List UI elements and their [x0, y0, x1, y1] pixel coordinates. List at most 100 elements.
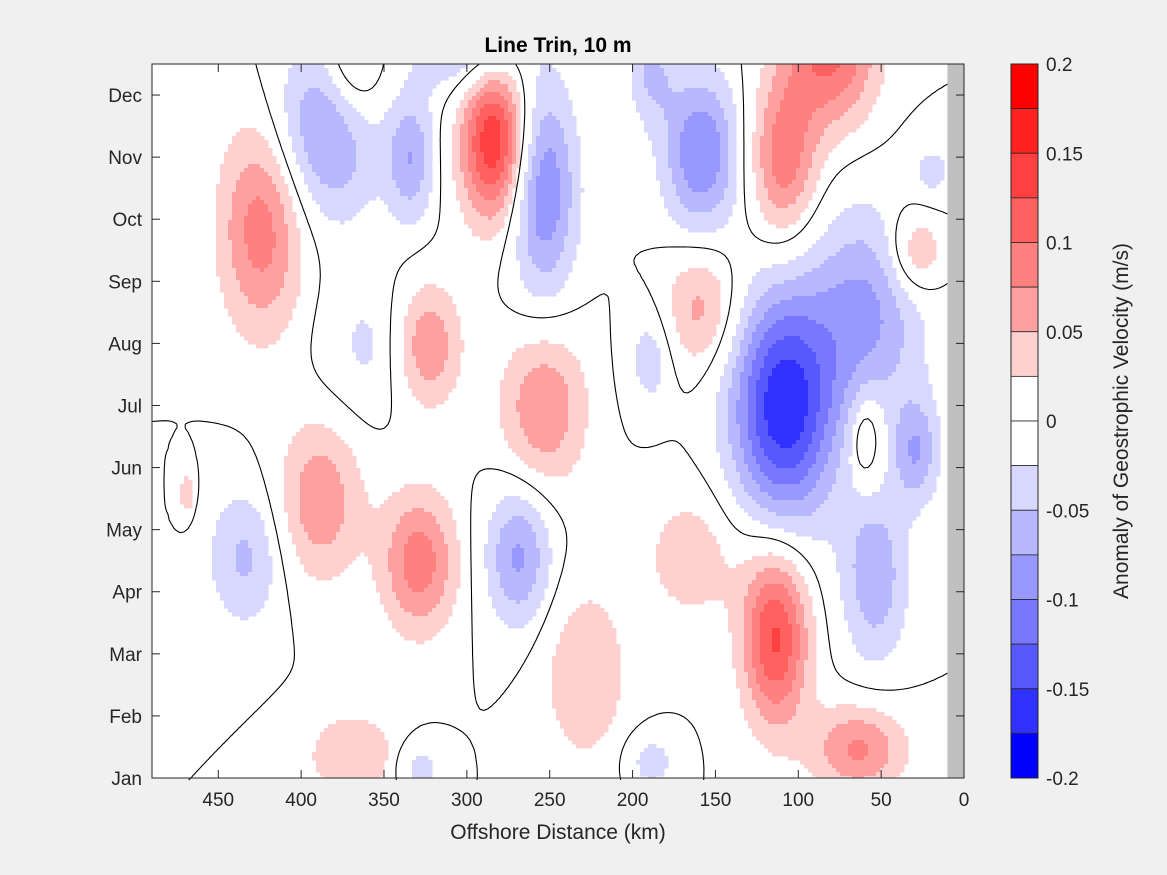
contour-cell: [244, 132, 249, 137]
contour-cell: [480, 132, 485, 137]
contour-cell: [560, 228, 565, 233]
contour-cell: [468, 128, 473, 133]
contour-cell: [388, 132, 393, 137]
contour-cell: [408, 180, 413, 185]
contour-cell: [796, 116, 801, 121]
contour-cell: [824, 64, 829, 69]
contour-cell: [228, 260, 233, 265]
contour-cell: [332, 100, 337, 105]
contour-cell: [820, 236, 825, 241]
contour-cell: [724, 148, 729, 153]
contour-cell: [652, 148, 657, 153]
contour-cell: [872, 96, 877, 101]
contour-cell: [556, 168, 561, 173]
contour-cell: [576, 148, 581, 153]
contour-cell: [492, 116, 497, 121]
contour-cell: [552, 96, 557, 101]
contour-cell: [920, 260, 925, 265]
contour-cell: [560, 240, 565, 245]
contour-cell: [452, 172, 457, 177]
contour-cell: [812, 96, 817, 101]
contour-cell: [720, 180, 725, 185]
contour-cell: [240, 140, 245, 145]
contour-cell: [300, 104, 305, 109]
contour-cell: [292, 140, 297, 145]
contour-cell: [540, 200, 545, 205]
contour-cell: [556, 160, 561, 165]
contour-cell: [232, 248, 237, 253]
contour-cell: [844, 112, 849, 117]
contour-cell: [416, 88, 421, 93]
contour-cell: [560, 132, 565, 137]
contour-cell: [236, 160, 241, 165]
contour-cell: [928, 176, 933, 181]
contour-cell: [564, 248, 569, 253]
contour-cell: [696, 204, 701, 209]
contour-cell: [812, 116, 817, 121]
contour-cell: [568, 104, 573, 109]
contour-cell: [868, 256, 873, 261]
contour-cell: [408, 144, 413, 149]
contour-cell: [292, 144, 297, 149]
contour-cell: [648, 72, 653, 77]
contour-cell: [360, 184, 365, 189]
contour-cell: [408, 88, 413, 93]
contour-cell: [508, 88, 513, 93]
contour-cell: [552, 228, 557, 233]
contour-cell: [768, 64, 773, 69]
contour-cell: [556, 244, 561, 249]
contour-cell: [860, 224, 865, 229]
contour-cell: [772, 128, 777, 133]
contour-cell: [572, 184, 577, 189]
contour-cell: [756, 96, 761, 101]
contour-cell: [724, 212, 729, 217]
contour-cell: [508, 108, 513, 113]
contour-cell: [244, 148, 249, 153]
contour-cell: [840, 112, 845, 117]
contour-cell: [268, 216, 273, 221]
contour-cell: [668, 140, 673, 145]
contour-cell: [332, 196, 337, 201]
contour-cell: [836, 108, 841, 113]
contour-cell: [708, 176, 713, 181]
contour-cell: [712, 188, 717, 193]
contour-cell: [536, 260, 541, 265]
contour-cell: [572, 216, 577, 221]
contour-cell: [920, 264, 925, 269]
contour-cell: [784, 112, 789, 117]
contour-cell: [508, 192, 513, 197]
contour-cell: [836, 80, 841, 85]
contour-cell: [780, 168, 785, 173]
contour-cell: [360, 196, 365, 201]
contour-cell: [816, 260, 821, 265]
contour-cell: [468, 168, 473, 173]
contour-cell: [852, 260, 857, 265]
contour-cell: [796, 80, 801, 85]
contour-cell: [500, 200, 505, 205]
contour-cell: [284, 220, 289, 225]
contour-cell: [840, 108, 845, 113]
contour-cell: [544, 124, 549, 129]
contour-cell: [856, 256, 861, 261]
contour-cell: [760, 180, 765, 185]
contour-cell: [768, 100, 773, 105]
contour-cell: [416, 76, 421, 81]
contour-cell: [352, 176, 357, 181]
contour-cell: [472, 132, 477, 137]
contour-cell: [428, 156, 433, 161]
contour-cell: [868, 224, 873, 229]
contour-cell: [284, 216, 289, 221]
contour-cell: [928, 184, 933, 189]
contour-cell: [836, 112, 841, 117]
contour-cell: [824, 156, 829, 161]
contour-cell: [464, 204, 469, 209]
contour-cell: [924, 256, 929, 261]
contour-cell: [688, 88, 693, 93]
contour-cell: [276, 196, 281, 201]
contour-cell: [880, 244, 885, 249]
contour-cell: [528, 224, 533, 229]
contour-cell: [780, 172, 785, 177]
contour-cell: [768, 124, 773, 129]
contour-cell: [924, 168, 929, 173]
contour-cell: [496, 164, 501, 169]
